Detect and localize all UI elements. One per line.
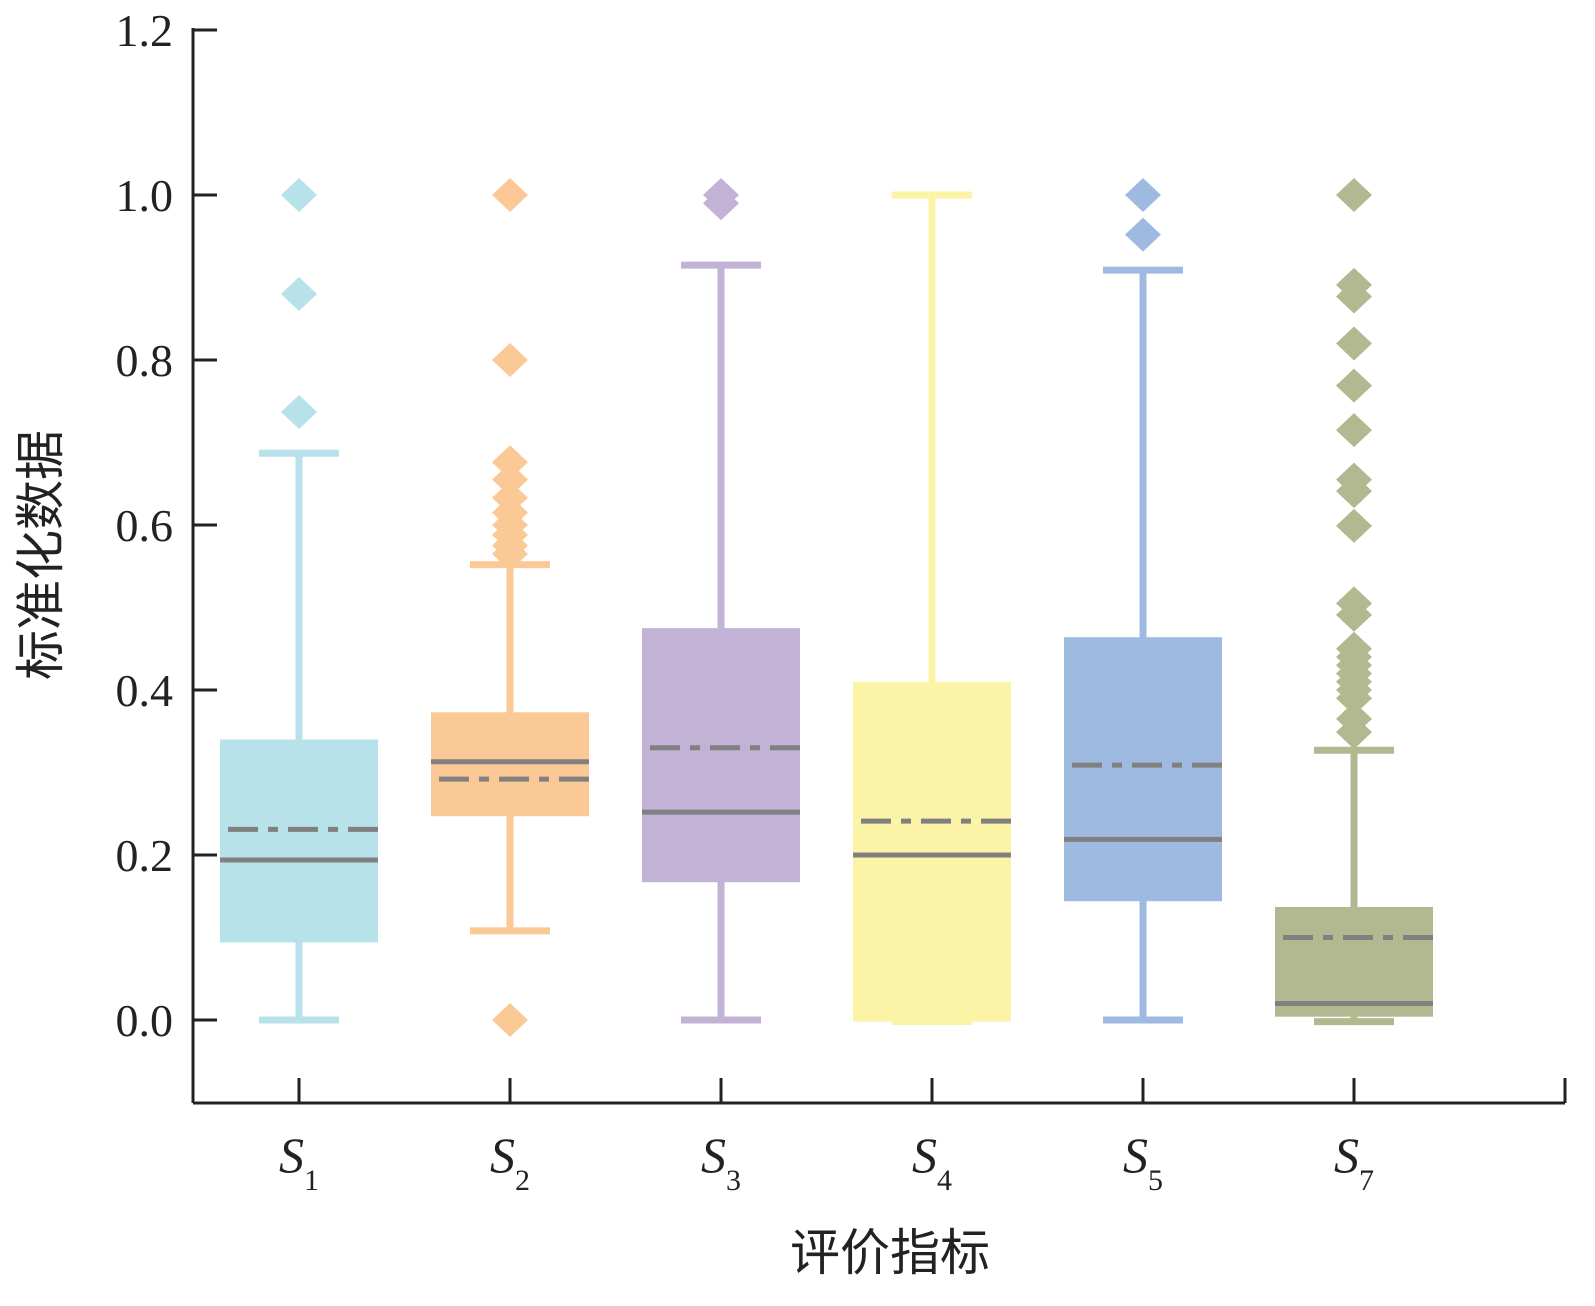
box-group bbox=[431, 178, 589, 1037]
x-tick-subscript: 1 bbox=[304, 1164, 319, 1197]
box-group bbox=[220, 178, 378, 1024]
outlier-point bbox=[1336, 178, 1372, 212]
outlier-point bbox=[492, 1003, 528, 1037]
outlier-point bbox=[492, 178, 528, 212]
outlier-point bbox=[492, 462, 528, 497]
y-tick-label: 0.0 bbox=[116, 995, 174, 1046]
outlier-point bbox=[1336, 326, 1372, 361]
x-tick-name: S bbox=[279, 1127, 304, 1183]
outlier-point bbox=[1336, 681, 1372, 716]
y-tick-label: 0.2 bbox=[116, 830, 174, 881]
outlier-point bbox=[1336, 715, 1372, 750]
outlier-point bbox=[492, 343, 528, 377]
outlier-point bbox=[1336, 279, 1372, 314]
x-tick-label: S5 bbox=[1123, 1127, 1163, 1197]
box bbox=[642, 628, 800, 883]
y-axis-label: 标准化数据 bbox=[12, 430, 70, 680]
box-group bbox=[853, 191, 1011, 1026]
outlier-point bbox=[492, 536, 528, 571]
x-tick-label: S4 bbox=[912, 1127, 952, 1197]
y-tick-label: 0.8 bbox=[116, 335, 174, 386]
x-tick-label: S3 bbox=[701, 1127, 741, 1197]
box-group bbox=[642, 178, 800, 1024]
outlier-point bbox=[281, 394, 317, 429]
y-tick-label: 1.2 bbox=[116, 5, 174, 56]
x-tick-name: S bbox=[1334, 1127, 1359, 1183]
box-group bbox=[1275, 178, 1433, 1026]
outlier-point bbox=[1336, 474, 1372, 509]
x-tick-subscript: 3 bbox=[726, 1164, 741, 1197]
outlier-point bbox=[1336, 508, 1372, 543]
outlier-point bbox=[1125, 217, 1161, 252]
x-tick-label: S7 bbox=[1334, 1127, 1374, 1197]
outlier-point bbox=[1125, 178, 1161, 212]
y-tick-label: 0.4 bbox=[116, 665, 174, 716]
outlier-point bbox=[1336, 597, 1372, 632]
box bbox=[220, 739, 378, 943]
x-tick-label: S1 bbox=[279, 1127, 319, 1197]
outlier-point bbox=[1336, 368, 1372, 403]
x-tick-name: S bbox=[1123, 1127, 1148, 1183]
x-tick-subscript: 7 bbox=[1359, 1164, 1374, 1197]
outlier-point bbox=[281, 178, 317, 212]
outlier-point bbox=[492, 445, 528, 480]
y-tick-label: 1.0 bbox=[116, 170, 174, 221]
x-tick-subscript: 5 bbox=[1148, 1164, 1163, 1197]
x-tick-subscript: 2 bbox=[515, 1164, 530, 1197]
x-tick-name: S bbox=[701, 1127, 726, 1183]
outlier-point bbox=[281, 277, 317, 311]
box bbox=[1275, 906, 1433, 1017]
box bbox=[1064, 637, 1222, 902]
x-tick-label: S2 bbox=[490, 1127, 530, 1197]
x-tick-subscript: 4 bbox=[937, 1164, 952, 1197]
y-tick-label: 0.6 bbox=[116, 500, 174, 551]
x-tick-name: S bbox=[912, 1127, 937, 1183]
x-axis-label: 评价指标 bbox=[790, 1224, 990, 1282]
x-tick-name: S bbox=[490, 1127, 515, 1183]
box bbox=[853, 681, 1011, 1022]
box-group bbox=[1064, 178, 1222, 1024]
outlier-point bbox=[1336, 413, 1372, 448]
outlier-point bbox=[703, 178, 739, 212]
